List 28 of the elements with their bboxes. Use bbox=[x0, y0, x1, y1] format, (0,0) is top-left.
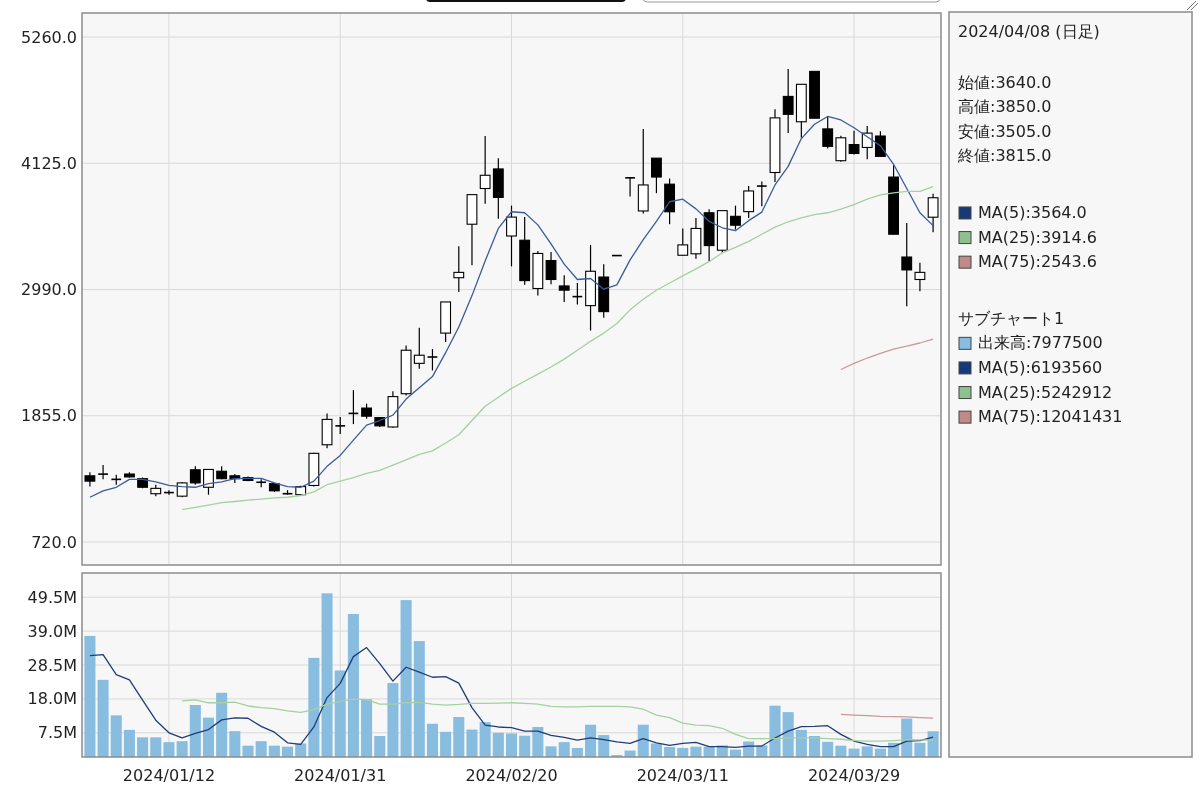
x-tick-label: 2024/01/31 bbox=[294, 766, 387, 785]
y-tick-label: 7.5M bbox=[37, 723, 77, 743]
x-tick-label: 2024/03/11 bbox=[636, 766, 729, 785]
text: MA(25):3914.6 bbox=[978, 227, 1097, 247]
text: 始値:3640.0 bbox=[958, 72, 1052, 92]
y-tick-label: 28.5M bbox=[27, 655, 77, 675]
text: サブチャート1 bbox=[958, 308, 1065, 328]
text: MA(5):6193560 bbox=[978, 357, 1103, 377]
text: 安値:3505.0 bbox=[958, 121, 1052, 141]
x-tick-label: 2024/02/20 bbox=[465, 766, 558, 785]
text: MA(75):12041431 bbox=[978, 407, 1123, 427]
y-tick-label: 720.0 bbox=[31, 532, 77, 552]
text: MA(25):5242912 bbox=[978, 382, 1113, 402]
text: 終値:3815.0 bbox=[957, 146, 1052, 166]
y-tick-label: 49.5M bbox=[27, 587, 77, 607]
text: MA(75):2543.6 bbox=[978, 252, 1097, 272]
y-tick-label: 39.0M bbox=[27, 621, 77, 641]
x-tick-label: 2024/03/29 bbox=[807, 766, 901, 785]
x-tick-label: 2024/01/12 bbox=[122, 766, 216, 785]
y-tick-label: 2990.0 bbox=[21, 280, 77, 300]
text: 高値:3850.0 bbox=[958, 97, 1052, 117]
text: MA(5):3564.0 bbox=[978, 202, 1087, 222]
text: 2024/04/08 (日足) bbox=[958, 22, 1100, 41]
y-tick-label: 18.0M bbox=[27, 689, 77, 709]
y-tick-label: 5260.0 bbox=[21, 27, 77, 47]
y-tick-label: 4125.0 bbox=[21, 153, 77, 173]
text: 出来高:7977500 bbox=[978, 333, 1103, 353]
y-tick-label: 1855.0 bbox=[21, 406, 77, 426]
